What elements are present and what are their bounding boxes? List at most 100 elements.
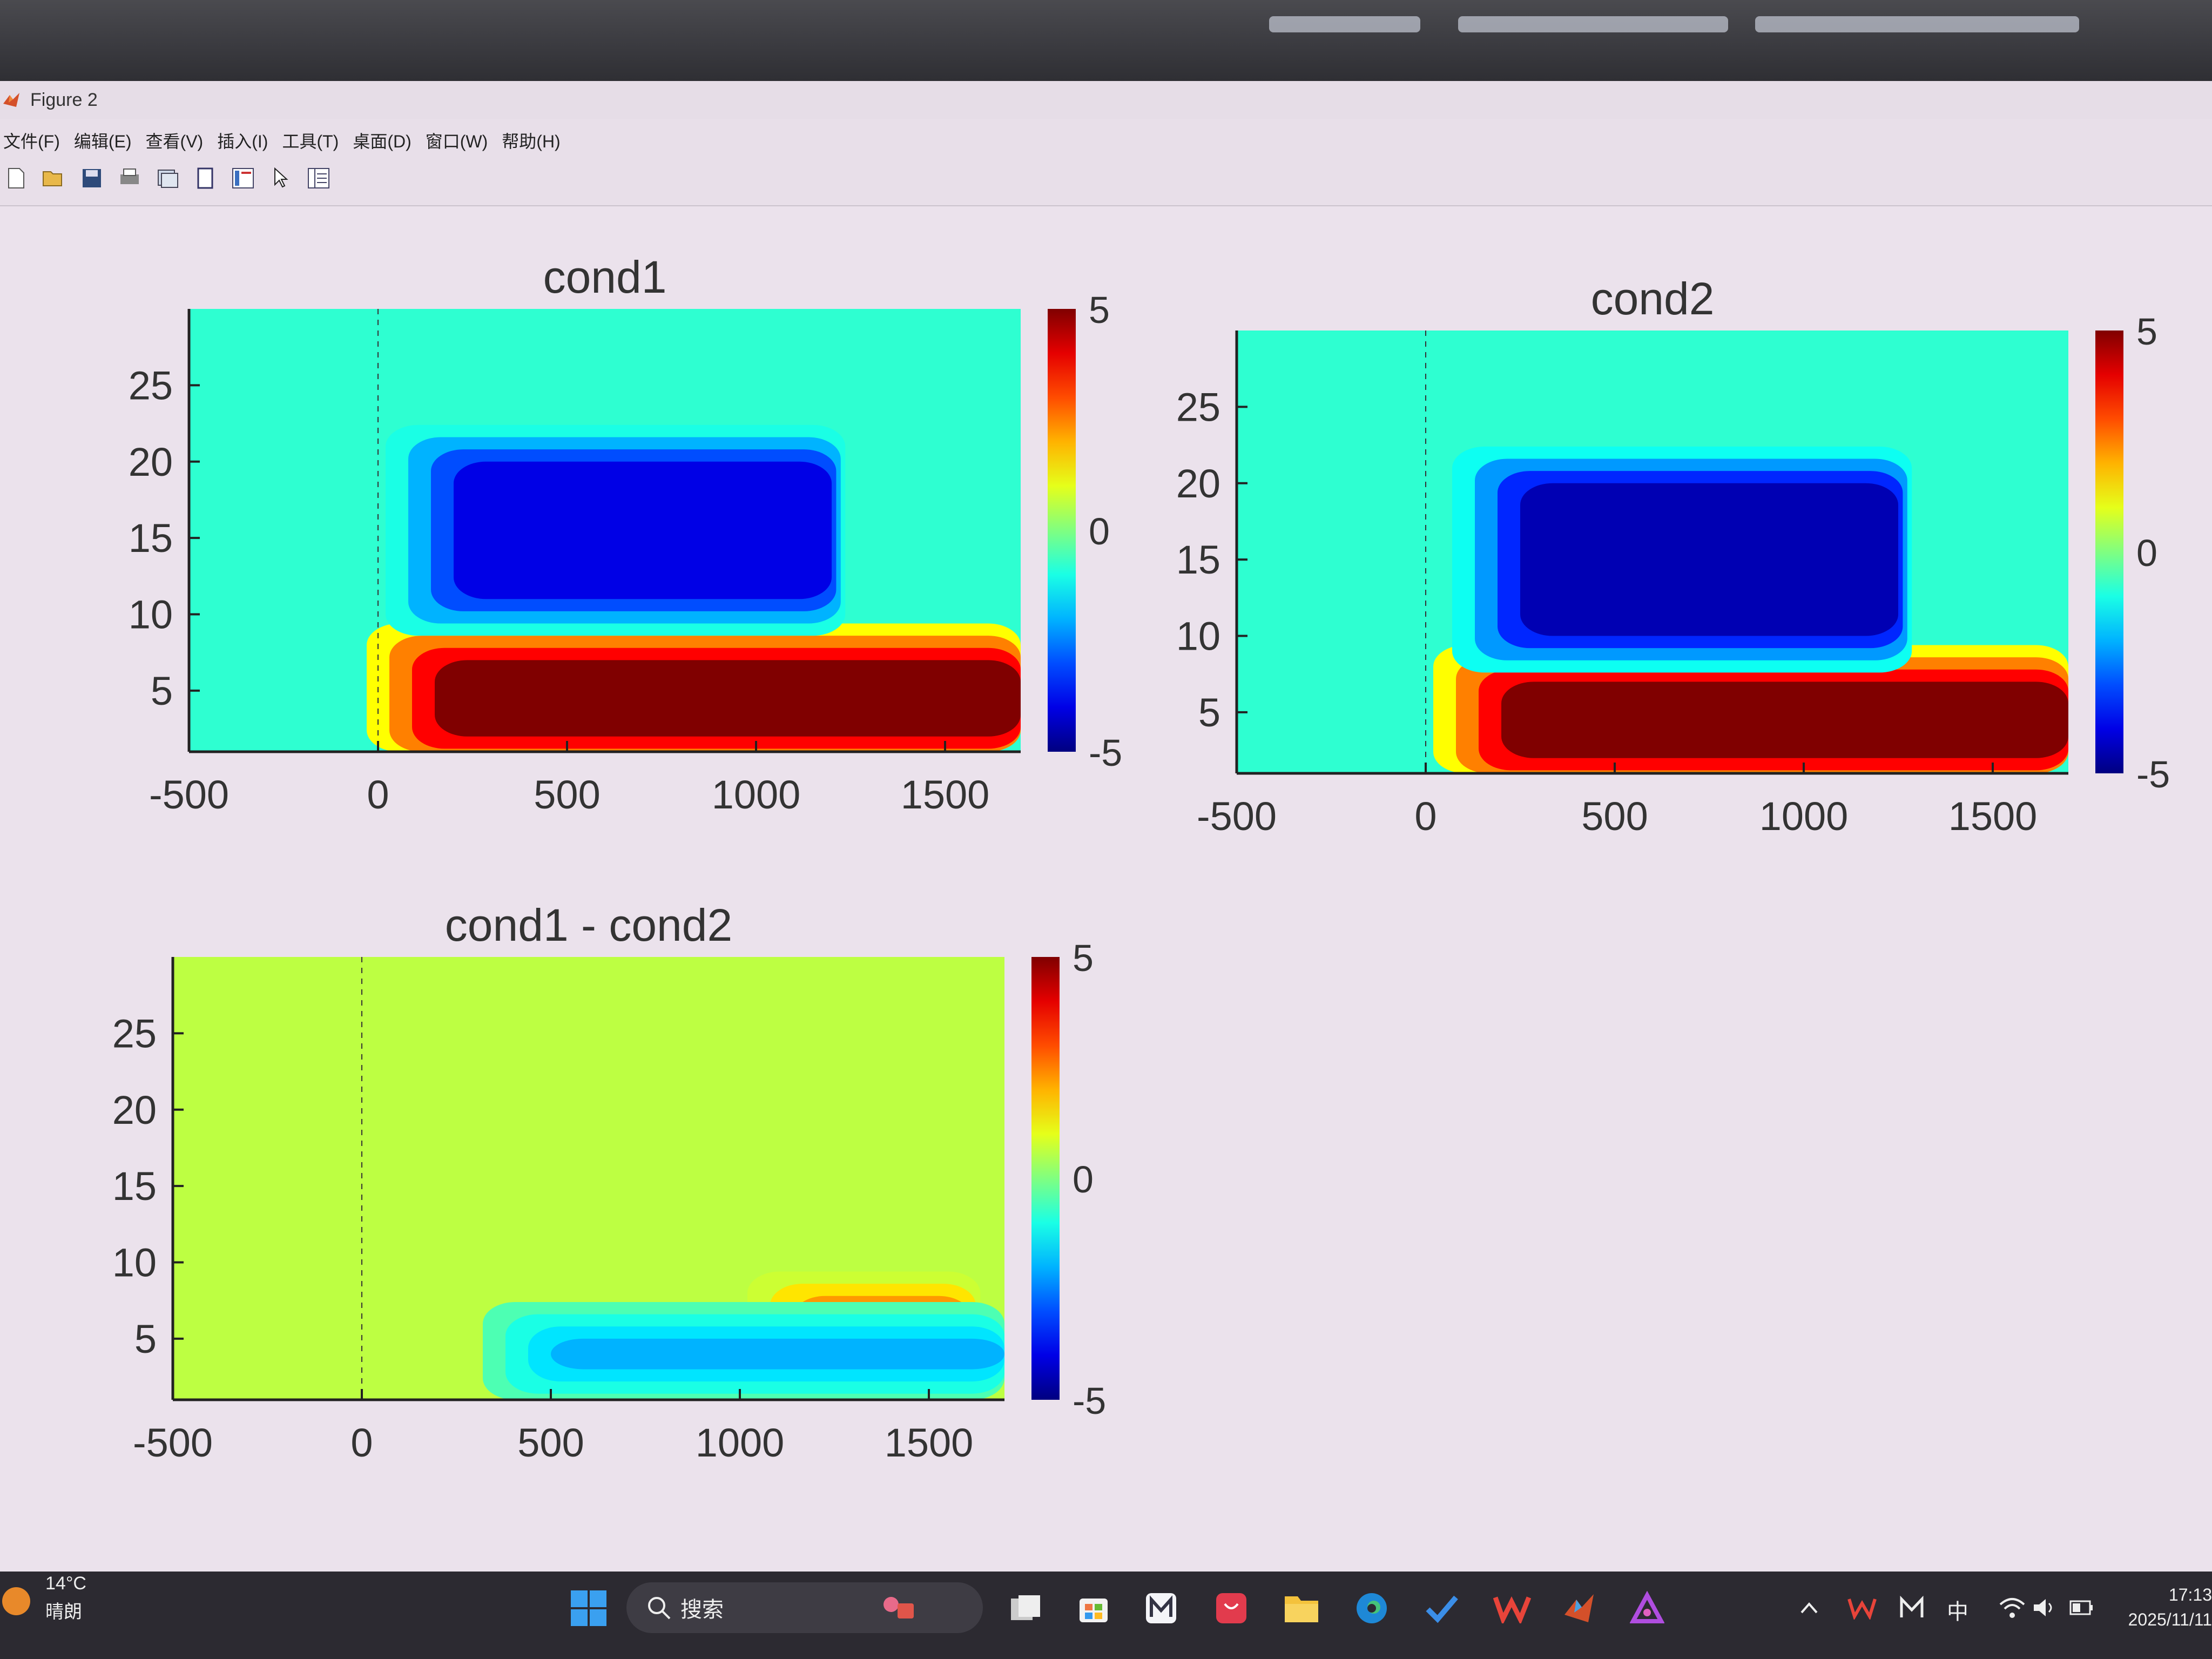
- y-tick-label: 15: [129, 516, 173, 561]
- y-tick-label: 15: [1176, 537, 1220, 582]
- screen-glare: [1269, 16, 1420, 32]
- insert-colorbar-icon[interactable]: [230, 165, 256, 191]
- property-inspector-icon[interactable]: [306, 165, 332, 191]
- heatmap-cond1: cond1 -500 0 500 1000 1500 5 10 15 20 25 5 0 -5: [129, 252, 1123, 817]
- menu-bar: 文件(F) 编辑(E) 查看(V) 插入(I) 工具(T) 桌面(D) 窗口(W…: [0, 125, 561, 156]
- y-tick-label: 5: [134, 1317, 157, 1361]
- start-button[interactable]: [567, 1587, 610, 1630]
- x-tick-label: 1500: [885, 1420, 974, 1465]
- figure-window: Figure 2 文件(F) 编辑(E) 查看(V) 插入(I) 工具(T) 桌…: [0, 81, 2212, 1572]
- y-tick-label: 25: [129, 363, 173, 408]
- negative-power-region: [454, 461, 832, 599]
- colorbar-tick-label: 0: [2136, 532, 2157, 574]
- clock-date: 2025/11/11: [2128, 1610, 2212, 1629]
- menu-insert[interactable]: 插入(I): [217, 132, 268, 151]
- y-tick-label: 20: [1176, 461, 1220, 506]
- checkmark-icon: [1426, 1595, 1458, 1623]
- chart-title: cond1 - cond2: [445, 900, 732, 950]
- search-highlight-icon: [884, 1597, 914, 1618]
- y-tick-label: 20: [112, 1088, 157, 1132]
- store-button[interactable]: [1072, 1587, 1115, 1630]
- colorbar-tick-label: 5: [2136, 311, 2157, 353]
- x-tick-label: 1000: [1759, 794, 1849, 839]
- new-figure-icon[interactable]: [3, 165, 29, 191]
- network-button[interactable]: [1998, 1596, 2026, 1622]
- x-tick-label: 0: [367, 772, 389, 817]
- menu-edit[interactable]: 编辑(E): [73, 132, 132, 151]
- open-file-icon[interactable]: [41, 165, 67, 191]
- app-m-button[interactable]: [1139, 1587, 1183, 1630]
- link-plot-icon[interactable]: [154, 165, 180, 191]
- input-method-indicator[interactable]: 中: [1947, 1600, 1968, 1624]
- figure-canvas: cond1 -500 0 500 1000 1500 5 10 15 20 25 5 0 -5 cond2…: [0, 205, 2212, 1572]
- temperature-text: 14°C: [45, 1573, 86, 1594]
- wifi-icon: [1999, 1598, 2025, 1618]
- menu-view[interactable]: 查看(V): [145, 132, 204, 151]
- negative-power-region: [551, 1338, 1004, 1370]
- battery-icon: [2069, 1600, 2093, 1615]
- heatmap-difference: cond1 - cond2 -500 0 500 1000 1500 5 10 15 20 25 5 0…: [112, 900, 1107, 1465]
- chevron-up-icon: [1800, 1602, 1818, 1614]
- wps-tray-button[interactable]: [1847, 1596, 1877, 1622]
- x-tick-label: 1500: [1948, 794, 2038, 839]
- design-app-button[interactable]: [1626, 1587, 1669, 1630]
- y-tick-label: 10: [112, 1240, 157, 1285]
- negative-power-region: [1520, 483, 1898, 636]
- screen-glare: [1458, 16, 1728, 32]
- colorbar: [1048, 309, 1076, 752]
- x-tick-label: 1500: [901, 772, 990, 817]
- file-explorer-button[interactable]: [1280, 1587, 1323, 1630]
- menu-tools[interactable]: 工具(T): [282, 132, 339, 151]
- taskbar-search[interactable]: 搜索: [626, 1582, 983, 1633]
- battery-button[interactable]: [2068, 1596, 2095, 1622]
- colorbar-tick-label: 0: [1089, 510, 1110, 552]
- task-view-button[interactable]: [1004, 1587, 1048, 1630]
- wps-button[interactable]: [1491, 1587, 1534, 1630]
- colorbar-tick-label: 5: [1089, 289, 1110, 331]
- store-icon: [1080, 1599, 1108, 1622]
- search-label: 搜索: [680, 1598, 724, 1622]
- window-title: Figure 2: [30, 89, 98, 110]
- todo-button[interactable]: [1420, 1587, 1464, 1630]
- x-tick-label: -500: [133, 1420, 213, 1465]
- menu-help[interactable]: 帮助(H): [502, 132, 561, 151]
- y-tick-label: 25: [112, 1011, 157, 1056]
- y-tick-label: 10: [129, 592, 173, 637]
- edit-plot-cursor-icon[interactable]: [268, 165, 294, 191]
- monitor-bezel: [0, 0, 2212, 92]
- wps-icon: [1493, 1596, 1531, 1623]
- save-icon[interactable]: [79, 165, 105, 191]
- folder-icon: [1285, 1596, 1318, 1622]
- taskbar-clock[interactable]: 17:13 2025/11/11: [2093, 1582, 2212, 1632]
- colorbar: [2095, 331, 2123, 773]
- wps-tray-icon: [1847, 1599, 1877, 1621]
- show-hidden-icons-button[interactable]: [1798, 1600, 1820, 1618]
- volume-button[interactable]: [2032, 1596, 2056, 1622]
- huawei-app-button[interactable]: [1210, 1587, 1253, 1630]
- x-tick-label: 1000: [696, 1420, 785, 1465]
- figure-toolbar: [0, 162, 332, 194]
- huawei-store-icon: [1216, 1593, 1246, 1623]
- x-tick-label: -500: [1197, 794, 1277, 839]
- print-icon[interactable]: [117, 165, 143, 191]
- menu-window[interactable]: 窗口(W): [425, 132, 488, 151]
- edge-icon: [1357, 1593, 1387, 1623]
- title-bar: Figure 2: [0, 81, 2212, 119]
- positive-power-region: [1501, 682, 2068, 758]
- y-tick-label: 5: [1198, 690, 1220, 735]
- edge-browser-button[interactable]: [1350, 1587, 1393, 1630]
- heatmap-cond2: cond2 -500 0 500 1000 1500 5 10 15 20 25 5 0 -5: [1176, 273, 2170, 839]
- weather-text: 晴朗: [45, 1602, 82, 1622]
- menu-desktop[interactable]: 桌面(D): [353, 132, 412, 151]
- colorbar-tick-label: -5: [1073, 1380, 1106, 1422]
- docked-figure-icon[interactable]: [192, 165, 218, 191]
- y-tick-label: 25: [1176, 385, 1220, 429]
- positive-power-region: [435, 660, 1021, 737]
- m-app-icon: [1146, 1593, 1176, 1623]
- colorbar: [1031, 957, 1060, 1400]
- m-tray-button[interactable]: [1898, 1595, 1925, 1622]
- matlab-taskbar-button[interactable]: [1558, 1587, 1601, 1630]
- menu-file[interactable]: 文件(F): [3, 132, 60, 151]
- y-tick-label: 10: [1176, 614, 1220, 659]
- clock-time: 17:13: [2168, 1585, 2212, 1604]
